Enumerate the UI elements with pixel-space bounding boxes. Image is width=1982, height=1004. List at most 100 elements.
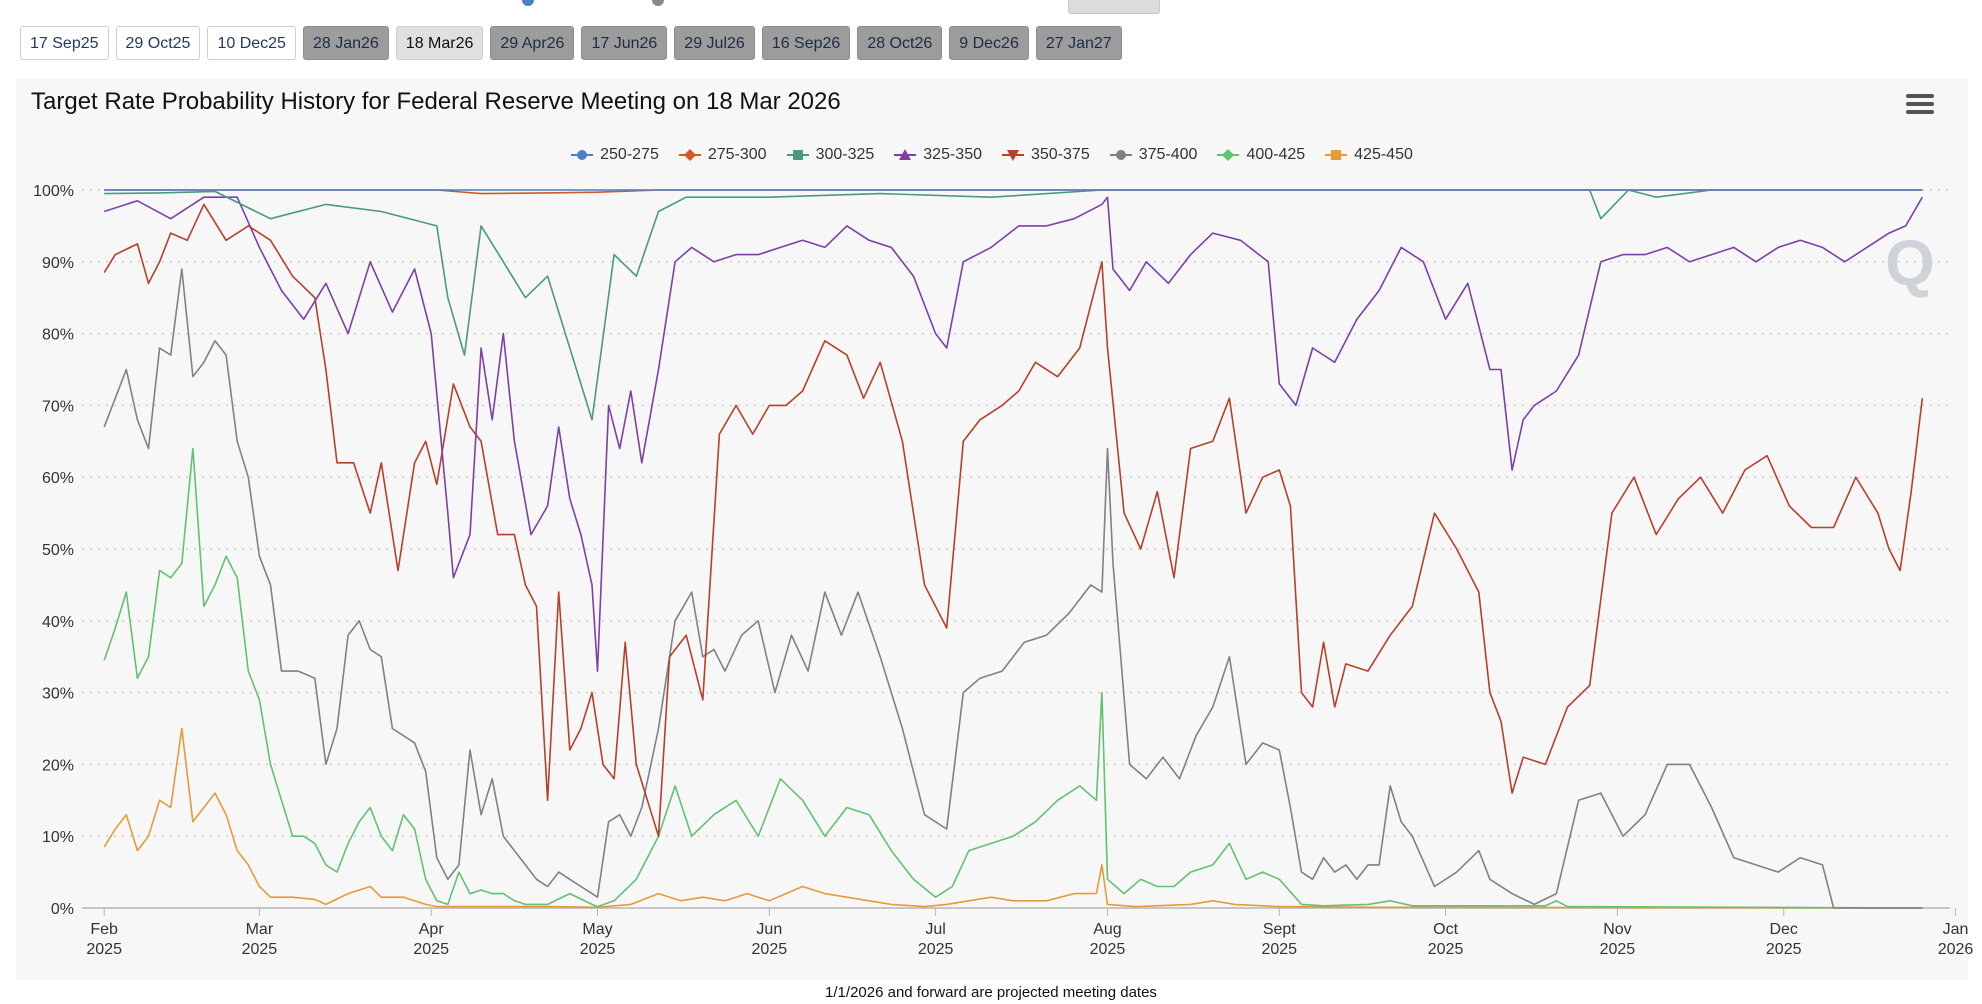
legend-label: 375-400	[1138, 146, 1198, 163]
meeting-tab[interactable]: 17 Jun26	[581, 26, 668, 60]
watermark-logo: Q	[1885, 227, 1935, 299]
legend-item[interactable]: 250-275	[571, 146, 659, 164]
y-tick-label: 50%	[42, 542, 74, 559]
menu-bar-icon	[1906, 102, 1934, 106]
meeting-tab[interactable]: 28 Oct26	[857, 26, 943, 60]
legend-swatch-icon	[678, 149, 701, 161]
legend-item[interactable]: 425-450	[1325, 146, 1413, 164]
y-tick-label: 70%	[42, 398, 74, 415]
x-tick-year-label: 2025	[413, 941, 449, 958]
meeting-tab[interactable]: 29 Oct25	[115, 26, 201, 60]
y-tick-label: 0%	[51, 901, 74, 918]
legend-swatch-icon	[1325, 150, 1348, 160]
x-tick-label: Apr	[419, 921, 445, 938]
x-tick-label: Jul	[925, 921, 945, 938]
meeting-tab[interactable]: 28 Jan26	[302, 26, 389, 60]
legend-label: 350-375	[1031, 146, 1090, 163]
legend-swatch-icon	[786, 150, 809, 160]
meeting-tab[interactable]: 29 Jul26	[674, 26, 755, 60]
partial-radio-icon	[522, 0, 534, 6]
legend-marker-icon	[1115, 150, 1126, 160]
legend-swatch-icon	[894, 149, 917, 160]
x-tick-year-label: 2025	[580, 941, 616, 958]
legend-marker-icon	[577, 150, 588, 160]
x-tick-label: Nov	[1603, 921, 1631, 938]
x-tick-year-label: 2026	[1938, 941, 1974, 958]
meeting-tab[interactable]: 29 Apr26	[490, 26, 575, 60]
legend-label: 250-275	[600, 146, 659, 163]
partial-radio-icon	[652, 0, 664, 6]
legend-item[interactable]: 275-300	[678, 146, 767, 164]
legend-marker-icon	[899, 149, 912, 160]
legend-marker-icon	[1007, 150, 1019, 161]
top-strip-partial	[0, 0, 1982, 14]
x-tick-label: Jan	[1943, 921, 1969, 938]
y-tick-label: 90%	[42, 255, 74, 272]
x-tick-label: May	[582, 921, 612, 938]
x-tick-year-label: 2025	[752, 941, 788, 958]
footnote: 1/1/2026 and forward are projected meeti…	[825, 984, 1157, 1001]
legend-label: 275-300	[707, 146, 767, 163]
legend-item[interactable]: 325-350	[894, 146, 982, 164]
x-tick-year-label: 2025	[1766, 941, 1802, 958]
x-tick-label: Mar	[246, 921, 274, 938]
legend-item[interactable]: 400-425	[1217, 146, 1305, 164]
series-line-400-425	[103, 447, 1923, 909]
meeting-tab[interactable]: 17 Sep25	[20, 26, 109, 60]
y-tick-label: 80%	[42, 327, 74, 344]
meeting-tab[interactable]: 27 Jan27	[1035, 26, 1122, 60]
x-tick-label: Dec	[1769, 921, 1797, 938]
x-tick-label: Jun	[756, 921, 782, 938]
x-tick-year-label: 2025	[242, 941, 278, 958]
meeting-tab[interactable]: 16 Sep26	[761, 26, 851, 60]
y-tick-label: 10%	[42, 829, 74, 846]
legend-marker-icon	[1222, 149, 1235, 161]
series-line-350-375	[103, 203, 1924, 837]
legend-label: 400-425	[1246, 146, 1306, 163]
meeting-date-tabs: 17 Sep25 29 Oct25 10 Dec25 28 Jan26 18 Mar26…	[20, 26, 1122, 64]
meeting-tab[interactable]: 9 Dec26	[949, 26, 1029, 60]
chart-menu-button[interactable]	[1906, 94, 1934, 120]
x-tick-label: Sept	[1263, 921, 1296, 938]
legend-swatch-icon	[571, 150, 594, 160]
menu-bar-icon	[1906, 110, 1934, 114]
legend-label: 425-450	[1354, 146, 1413, 163]
legend-item[interactable]: 375-400	[1109, 146, 1198, 164]
legend-item[interactable]: 300-325	[786, 146, 875, 164]
menu-bar-icon	[1906, 94, 1934, 98]
x-tick-label: Oct	[1433, 921, 1458, 938]
series-line-425-450	[103, 727, 1923, 909]
x-tick-year-label: 2025	[1090, 941, 1126, 958]
legend-marker-icon	[1331, 150, 1342, 160]
y-tick-label: 30%	[42, 686, 74, 703]
legend-label: 325-350	[923, 146, 982, 163]
y-tick-label: 20%	[42, 757, 74, 774]
x-tick-year-label: 2025	[86, 941, 122, 958]
meeting-tab[interactable]: 18 Mar26	[395, 26, 484, 60]
legend-marker-icon	[792, 150, 803, 160]
series-line-325-350	[103, 196, 1923, 672]
chart-panel: Target Rate Probability History for Fede…	[16, 78, 1968, 980]
x-tick-year-label: 2025	[918, 941, 954, 958]
legend-swatch-icon	[1002, 150, 1024, 161]
chart-legend: 250-275 275-300 300-325 325-350 350-375 375-4…	[16, 146, 1968, 164]
chart-title: Target Rate Probability History for Fede…	[31, 88, 841, 115]
legend-swatch-icon	[1109, 150, 1132, 160]
y-tick-label: 40%	[42, 614, 74, 631]
y-tick-label: 100%	[33, 183, 74, 200]
partial-apply-button[interactable]	[1068, 0, 1160, 14]
x-tick-year-label: 2025	[1600, 941, 1636, 958]
x-tick-year-label: 2025	[1428, 941, 1464, 958]
x-tick-label: Feb	[90, 921, 118, 938]
legend-marker-icon	[683, 149, 696, 161]
meeting-tab[interactable]: 10 Dec25	[207, 26, 296, 60]
x-tick-year-label: 2025	[1261, 941, 1297, 958]
legend-item[interactable]: 350-375	[1002, 146, 1090, 164]
legend-label: 300-325	[815, 146, 875, 163]
y-tick-label: 60%	[42, 470, 74, 487]
series-line-375-400	[103, 268, 1923, 909]
x-tick-label: Aug	[1093, 921, 1121, 938]
legend-swatch-icon	[1217, 149, 1240, 161]
series-line-300-325	[104, 189, 1923, 421]
